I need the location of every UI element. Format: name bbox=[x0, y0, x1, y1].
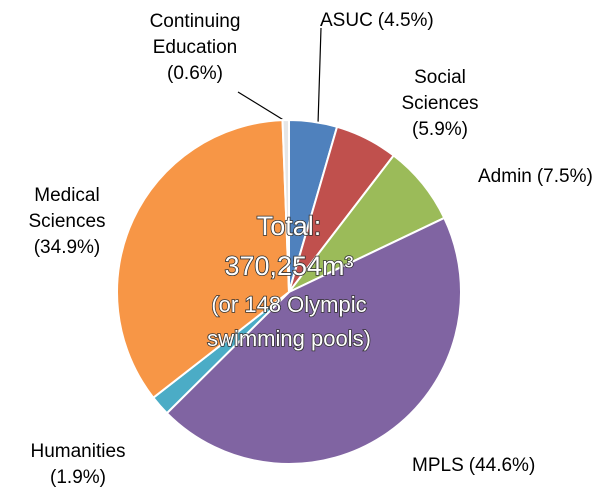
leader-line bbox=[237, 91, 291, 125]
value-label: (44.6%) bbox=[468, 455, 536, 476]
value-label: (1.9%) bbox=[50, 467, 106, 488]
slice-label: ASUC (4.5%) bbox=[320, 10, 434, 31]
slice-label: Humanities bbox=[30, 441, 126, 462]
center-annotation: 370,254m³ bbox=[224, 251, 353, 281]
center-annotation: Total: bbox=[257, 211, 322, 241]
slice-label: MPLS (44.6%) bbox=[412, 455, 536, 476]
slice-label: Social Sciences bbox=[401, 67, 479, 114]
slice-label: Admin (7.5%) bbox=[478, 166, 593, 187]
leader-line bbox=[317, 27, 322, 125]
value-label: (34.9%) bbox=[33, 237, 101, 258]
value-label: (4.5%) bbox=[377, 10, 434, 31]
value-label: (5.9%) bbox=[412, 119, 468, 140]
pie-slice bbox=[116, 119, 291, 400]
slices bbox=[116, 118, 462, 465]
center-annotation: swimming pools) bbox=[207, 326, 371, 351]
pie-slice bbox=[165, 216, 462, 465]
pie-slice bbox=[281, 118, 290, 293]
slice-label: Medical Sciences bbox=[28, 185, 106, 232]
value-label: (7.5%) bbox=[536, 166, 593, 187]
value-label: (0.6%) bbox=[167, 63, 223, 84]
slice-label: Continuing Education bbox=[149, 11, 241, 58]
center-annotation: (or 148 Olympic bbox=[211, 292, 366, 317]
